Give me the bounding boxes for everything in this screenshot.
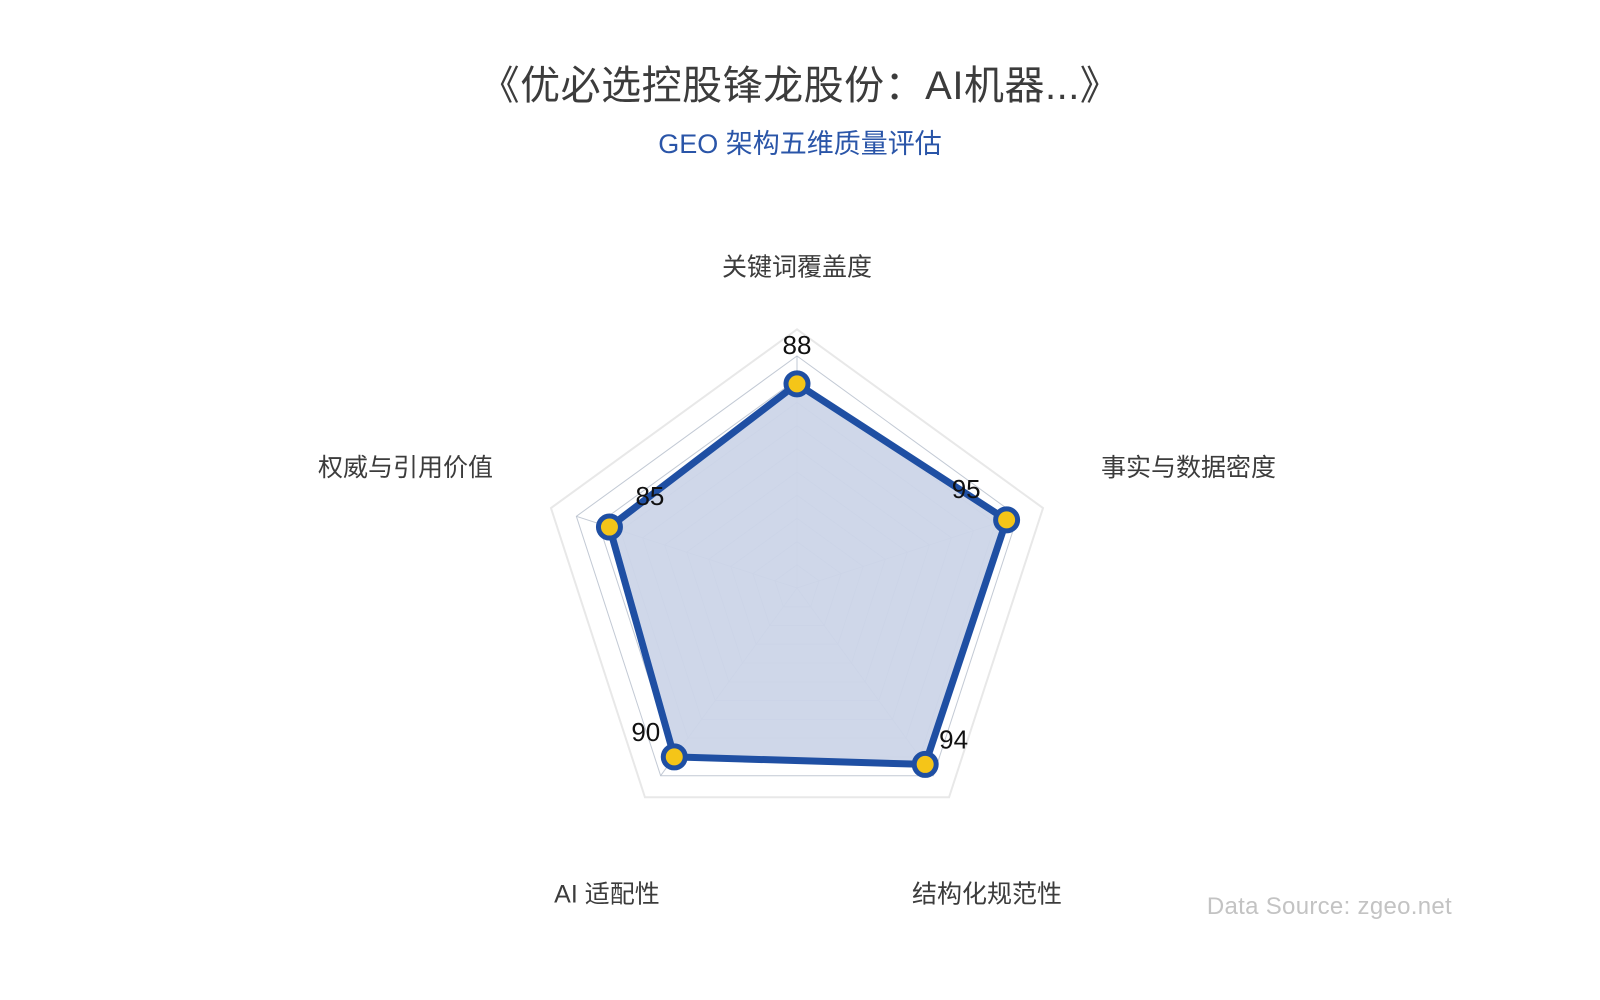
data-point-marker[interactable] <box>993 506 1021 534</box>
data-point-marker[interactable] <box>911 750 939 778</box>
data-value-label: 88 <box>783 330 812 360</box>
data-value-label: 95 <box>952 474 981 504</box>
data-point-marker[interactable] <box>660 743 688 771</box>
grid-ring <box>575 355 1019 777</box>
page-title: 《优必选控股锋龙股份：AI机器...》 <box>479 64 1121 108</box>
data-source-caption: Data Source: zgeo.net <box>1206 893 1452 920</box>
axis-category-label: AI 适配性 <box>554 880 660 908</box>
axis-category-label: 关键词覆盖度 <box>722 253 872 281</box>
data-value-label: 94 <box>939 724 968 754</box>
axis-category-label: 事实与数据密度 <box>1101 454 1276 482</box>
chart-header: 《优必选控股锋龙股份：AI机器...》 GEO 架构五维质量评估 <box>0 62 1600 160</box>
data-value-label: 85 <box>635 481 664 511</box>
data-point-marker[interactable] <box>595 513 623 541</box>
series-area <box>605 380 1011 768</box>
data-value-label: 90 <box>631 717 660 747</box>
axis-category-label: 结构化规范性 <box>912 880 1062 908</box>
outer-boundary-pentagon <box>549 328 1045 799</box>
data-point-marker[interactable] <box>783 370 811 398</box>
data-point-markers-group[interactable] <box>595 370 1021 778</box>
outer-boundary-group <box>549 328 1045 799</box>
axis-category-label: 权威与引用价值 <box>318 454 493 482</box>
data-value-labels-group: 88 95 94 90 85 <box>631 330 980 755</box>
chart-subtitle: GEO 架构五维质量评估 <box>658 129 942 159</box>
